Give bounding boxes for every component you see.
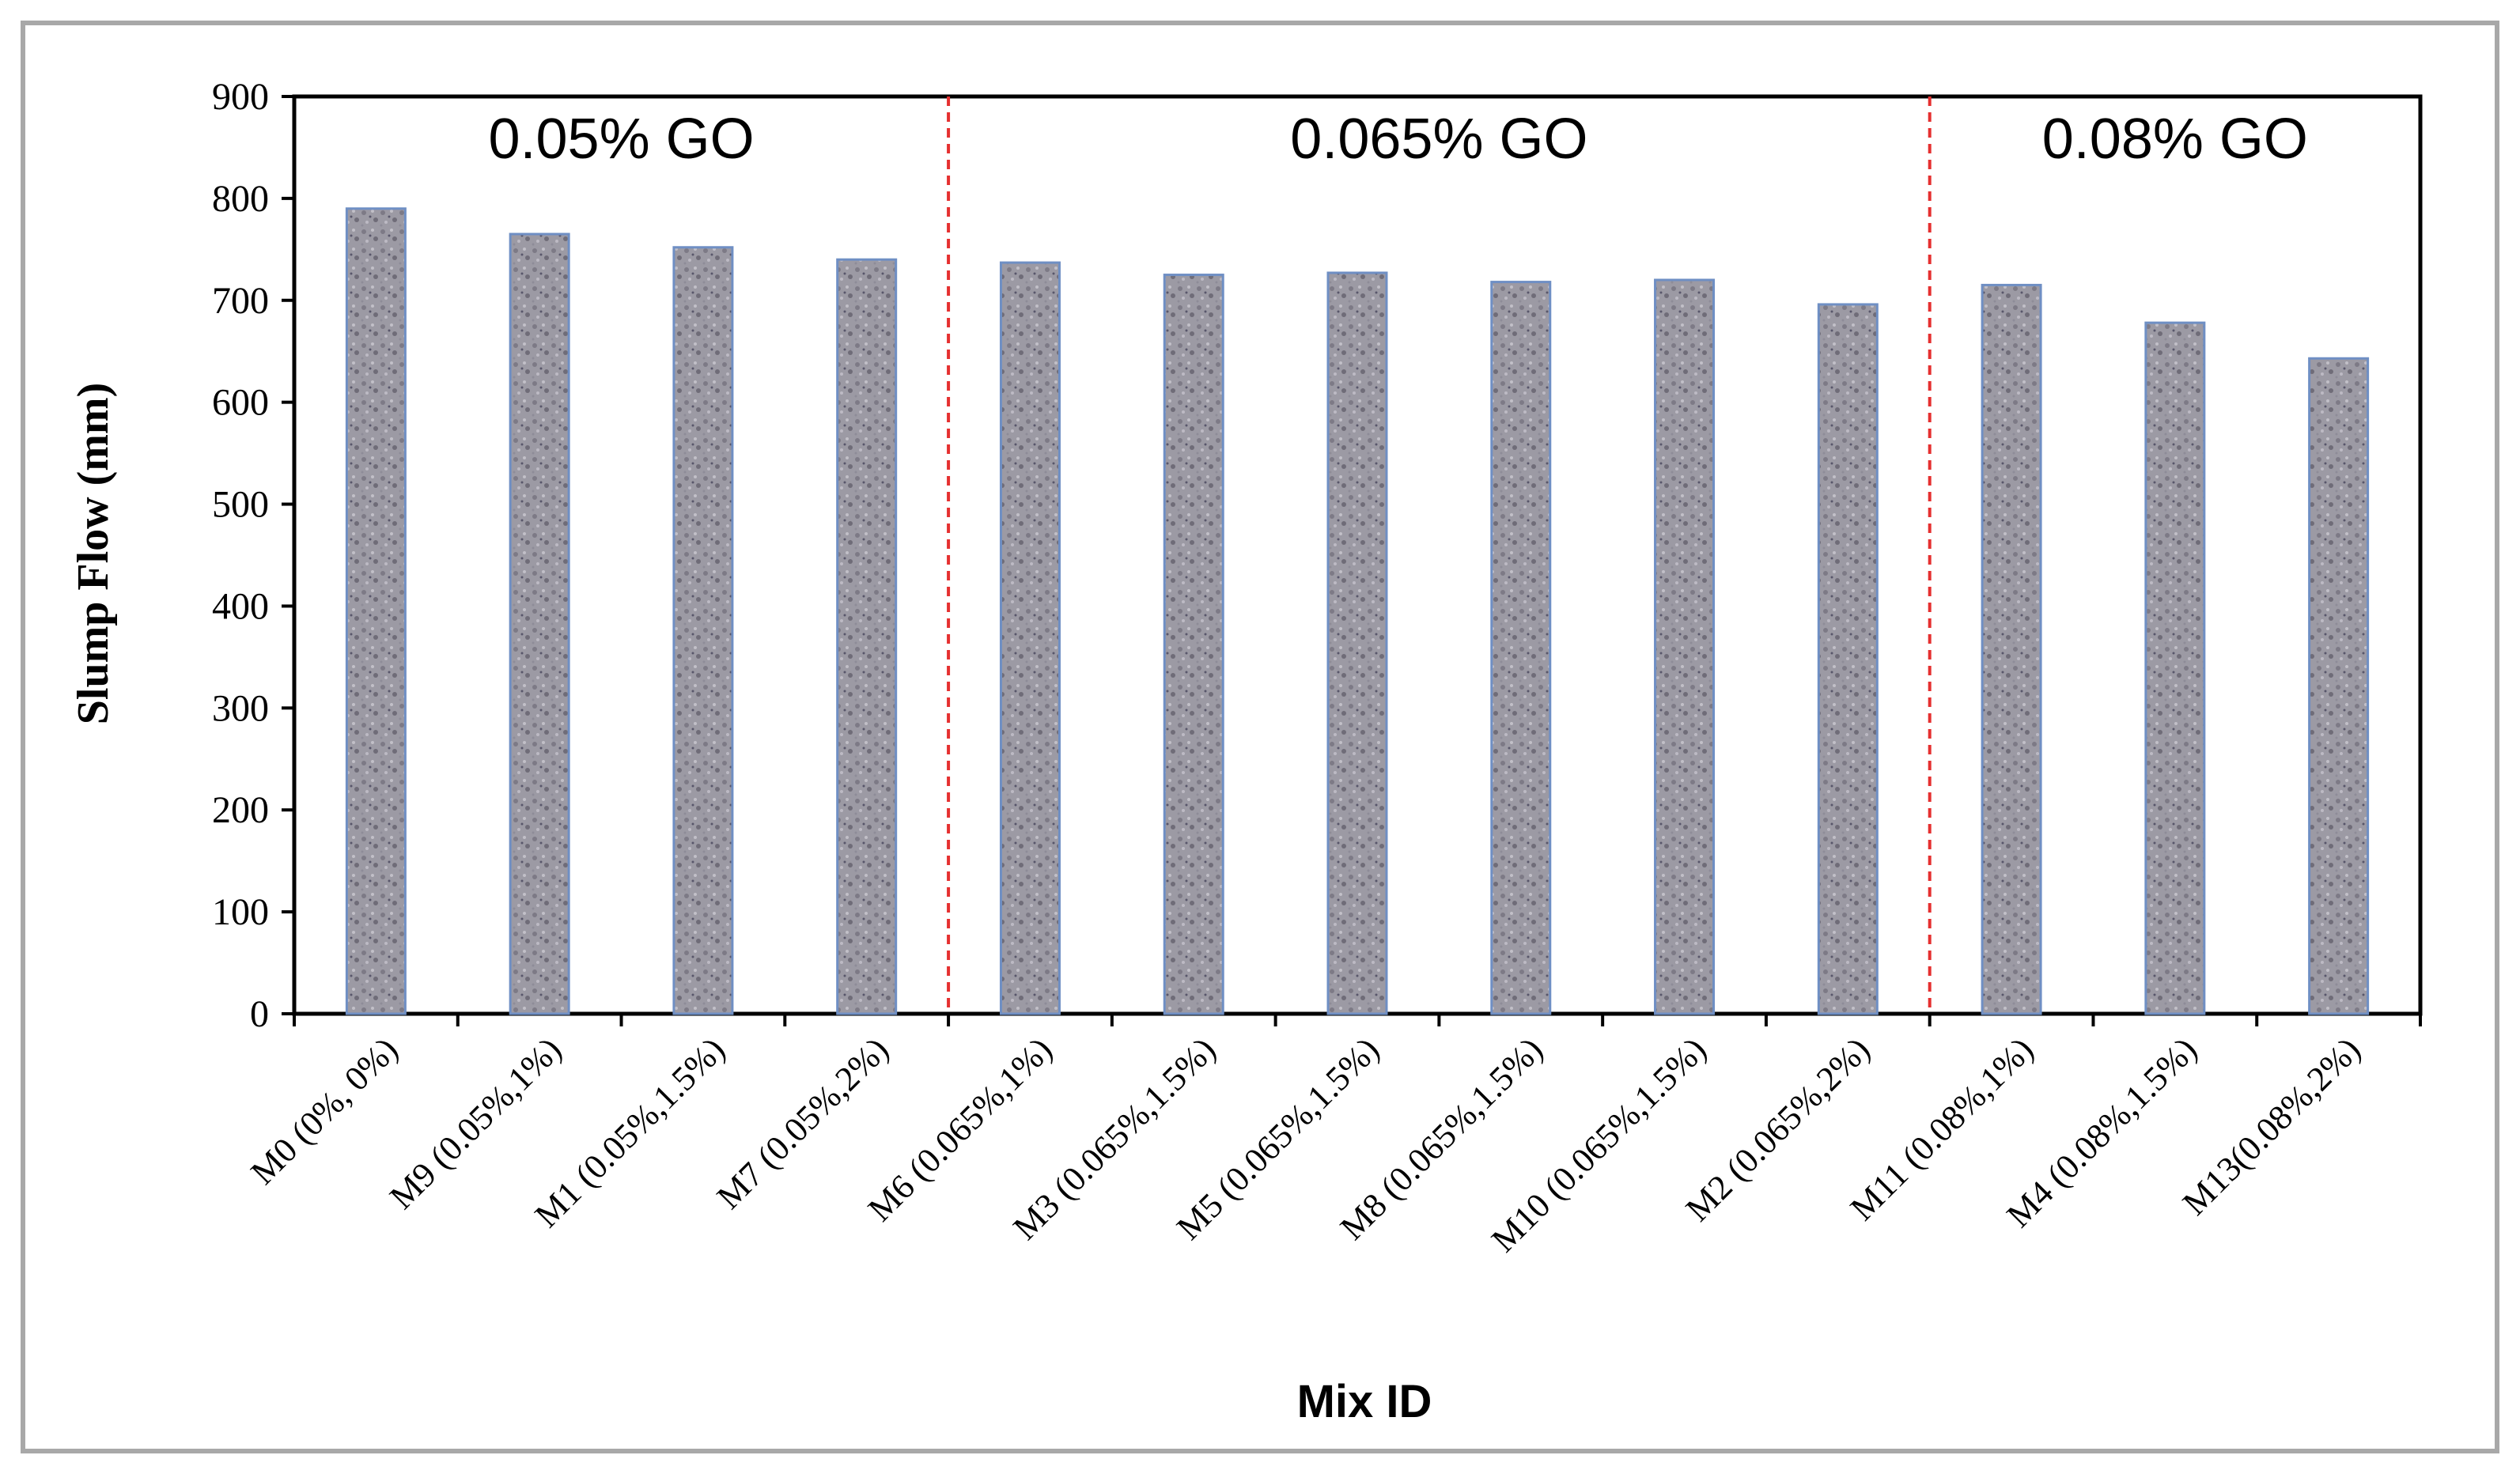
x-tick-label-0: M0 (0%, 0%)	[244, 1030, 406, 1192]
bar-3	[836, 258, 898, 1015]
y-tick-label-3: 300	[212, 687, 269, 729]
y-tick-label-5: 500	[212, 484, 269, 526]
y-tick-label-1: 100	[212, 891, 269, 933]
bar-0	[345, 207, 407, 1015]
y-tick-label-9: 900	[212, 76, 269, 118]
group-label-0: 0.05% GO	[488, 108, 754, 171]
x-tick-label-3: M7 (0.05%,2%)	[709, 1030, 896, 1216]
y-tick-label-7: 700	[212, 280, 269, 322]
y-tick-label-8: 800	[212, 178, 269, 220]
bar-1	[509, 232, 570, 1015]
x-tick-label-1: M9 (0.05%,1%)	[382, 1030, 569, 1216]
bar-10	[1981, 283, 2042, 1015]
x-axis-label: Mix ID	[1297, 1376, 1432, 1427]
bar-2	[672, 246, 734, 1015]
y-tick-label-0: 0	[250, 993, 269, 1035]
bar-6	[1326, 271, 1388, 1015]
group-label-2: 0.08% GO	[2042, 108, 2308, 171]
bar-8	[1654, 278, 1716, 1015]
bar-12	[2308, 357, 2370, 1015]
bar-9	[1817, 303, 1879, 1015]
y-axis-label: Slump Flow (mm)	[69, 383, 118, 724]
bar-4	[999, 261, 1061, 1015]
bar-5	[1163, 274, 1224, 1015]
x-tick-label-12: M13(0.08%,2%)	[2175, 1030, 2368, 1223]
bar-11	[2144, 321, 2206, 1015]
y-tick-label-6: 600	[212, 382, 269, 424]
y-tick-label-4: 400	[212, 585, 269, 627]
group-label-1: 0.065% GO	[1290, 108, 1587, 171]
bar-7	[1490, 281, 1552, 1015]
y-tick-label-2: 200	[212, 789, 269, 831]
